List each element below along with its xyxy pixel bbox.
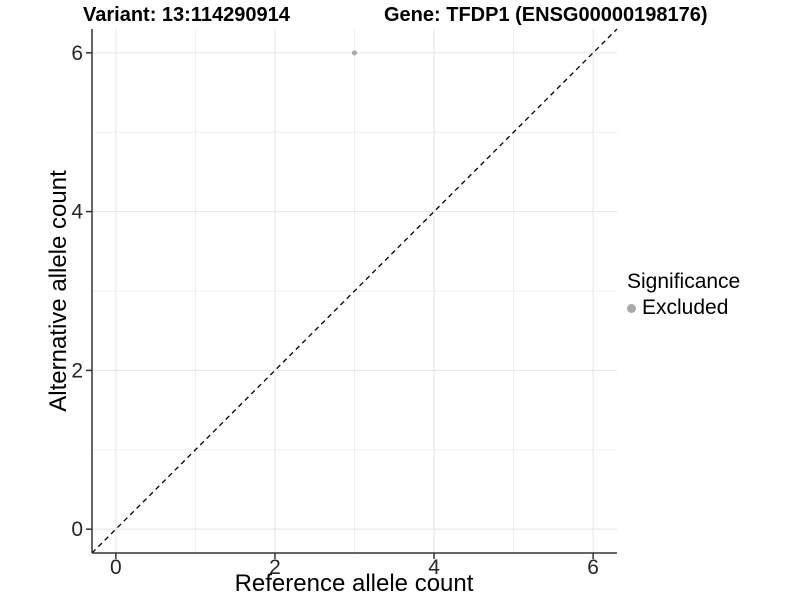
y-tick-label: 6 (71, 42, 83, 65)
identity-line (91, 28, 618, 554)
y-tick-label: 2 (71, 359, 83, 382)
x-tick-label: 4 (428, 556, 440, 579)
x-tick-label: 6 (587, 556, 599, 579)
legend-item-excluded: Excluded (627, 296, 740, 320)
y-tick-label: 0 (71, 518, 83, 541)
variant-title: Variant: 13:114290914 (83, 4, 290, 26)
x-tick-label: 0 (110, 556, 122, 579)
gene-title: Gene: TFDP1 (ENSG00000198176) (384, 4, 708, 26)
legend-item-label: Excluded (642, 296, 729, 319)
data-point (351, 50, 358, 56)
legend-title: Significance (627, 270, 741, 293)
x-axis-title: Reference allele count (234, 570, 474, 597)
legend-marker-icon (627, 303, 636, 313)
y-tick-label: 4 (71, 201, 83, 224)
x-tick-label: 2 (269, 556, 281, 579)
y-axis-title: Alternative allele count (45, 170, 72, 412)
legend: Significance Excluded (627, 270, 740, 320)
